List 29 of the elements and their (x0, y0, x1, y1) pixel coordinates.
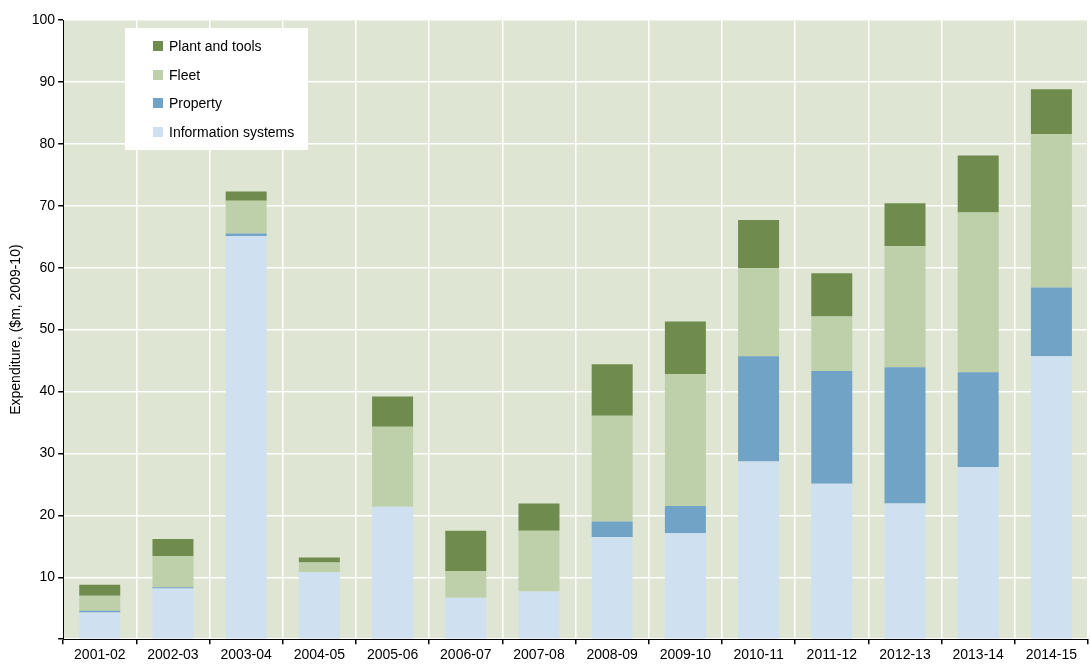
x-tick-label: 2008-09 (586, 646, 639, 663)
y-tick-label: 40 (39, 382, 56, 399)
y-tick-label: 10 (39, 568, 56, 585)
legend-label: Property (169, 95, 222, 112)
x-tick-label: 2007-08 (513, 646, 565, 663)
legend-label: Plant and tools (169, 38, 262, 55)
y-tick-label: 60 (39, 258, 56, 275)
x-tick-label: 2003-04 (220, 646, 273, 663)
x-tick-label: 2004-05 (293, 646, 346, 663)
x-tick-label: 2011-12 (806, 646, 858, 663)
x-tick-label: 2002-03 (147, 646, 199, 663)
y-axis-title: Expenditure, ($m, 2009-10) (7, 244, 24, 415)
x-tick-label: 2005-06 (366, 646, 419, 663)
y-tick-label: 30 (39, 444, 56, 461)
y-tick-label: 20 (39, 506, 56, 523)
x-tick-label: 2014-15 (1025, 646, 1078, 663)
legend-label: Information systems (169, 123, 295, 140)
y-tick-label: 80 (39, 134, 56, 151)
x-tick-label: 2009-10 (659, 646, 712, 663)
x-tick-label: 2006-07 (440, 646, 492, 663)
x-tick-label: 2010-11 (733, 646, 784, 663)
x-tick-label: 2001-02 (74, 646, 126, 663)
y-tick-label: 50 (39, 320, 56, 337)
y-tick-label: 70 (39, 196, 56, 213)
y-tick-label: 100 (31, 10, 56, 27)
y-tick-label: 90 (39, 72, 56, 89)
x-tick-label: 2012-13 (879, 646, 931, 663)
legend-label: Fleet (169, 66, 201, 83)
x-tick-label: 2013-14 (952, 646, 1005, 663)
